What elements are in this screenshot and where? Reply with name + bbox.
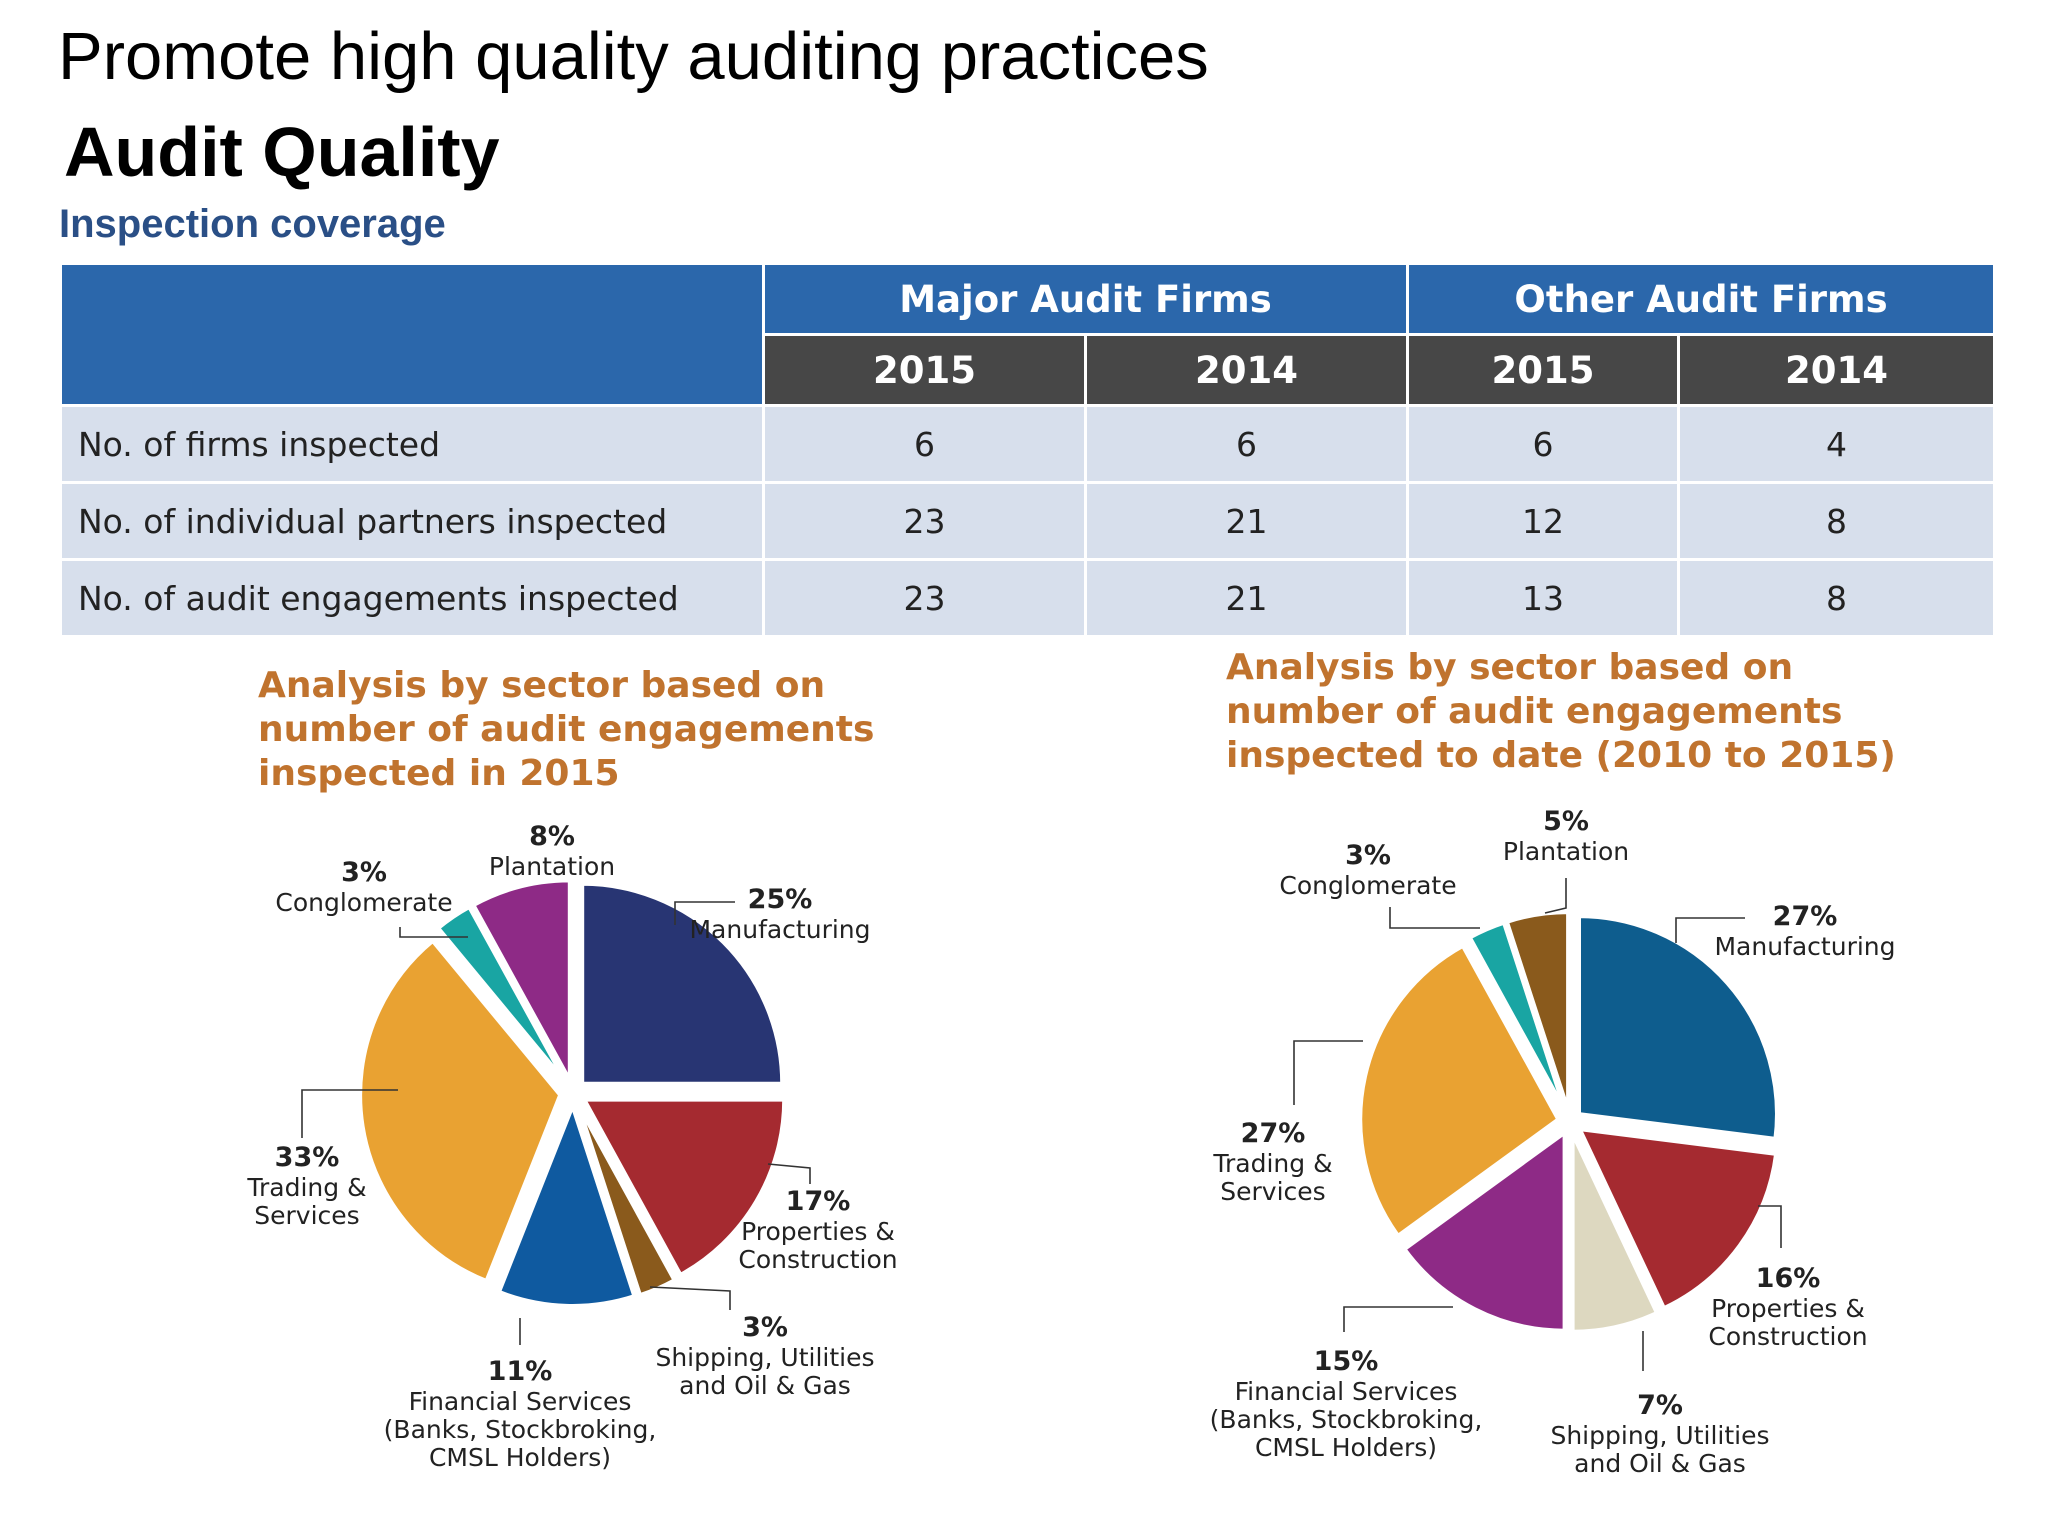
inspection-coverage-table: Major Audit Firms Other Audit Firms 2015… <box>59 262 1997 638</box>
slice-category-label: Shipping, Utilities <box>1550 1421 1769 1450</box>
table-cell: 21 <box>1083 481 1410 561</box>
slice-percent-label: 25% <box>748 884 813 915</box>
table-year-row: 2015 2014 2015 2014 <box>61 333 1997 407</box>
page-title: Promote high quality auditing practices <box>58 19 1209 94</box>
pie-slice <box>1576 1126 1779 1311</box>
slice-category-label: Plantation <box>489 852 615 881</box>
table-cell: 12 <box>1406 481 1681 561</box>
slice-category-label: Services <box>254 1201 359 1230</box>
leader-line <box>399 927 468 938</box>
table-cell: 23 <box>762 558 1087 638</box>
table-cell: 6 <box>1406 404 1681 484</box>
table-cell: 4 <box>1677 404 1997 484</box>
column-header: 2014 <box>1083 333 1410 407</box>
slice-category-label: CMSL Holders) <box>1255 1433 1437 1462</box>
table-cell: 8 <box>1677 481 1997 561</box>
slice-percent-label: 3% <box>1345 840 1391 871</box>
column-header: 2015 <box>762 333 1087 407</box>
slice-percent-label: 3% <box>341 857 387 888</box>
slice-percent-label: 33% <box>275 1142 340 1173</box>
slice-category-label: (Banks, Stockbroking, <box>384 1415 657 1444</box>
leader-line <box>767 1163 811 1184</box>
slice-percent-label: 5% <box>1543 806 1589 837</box>
slice-category-label: Manufacturing <box>689 915 870 944</box>
table-corner-cell <box>59 262 765 407</box>
column-header: 2015 <box>1406 333 1681 407</box>
table-header-row: Major Audit Firms Other Audit Firms <box>59 262 1997 407</box>
pie-slice <box>435 904 568 1084</box>
pie-slice <box>470 878 572 1082</box>
slice-percent-label: 3% <box>742 1312 788 1343</box>
slice-percent-label: 16% <box>1756 1263 1821 1294</box>
slice-percent-label: 27% <box>1241 1118 1306 1149</box>
table-cell: 13 <box>1406 558 1681 638</box>
page-subtitle: Audit Quality <box>64 113 500 191</box>
table-cell: 23 <box>762 481 1087 561</box>
table-row: No. of audit engagements inspected 23 21… <box>59 558 1997 638</box>
slice-category-label: and Oil & Gas <box>679 1371 851 1400</box>
leader-line <box>1544 878 1567 914</box>
pie-slice <box>576 1103 678 1298</box>
slice-category-label: Construction <box>1708 1322 1867 1351</box>
leader-line <box>674 901 735 925</box>
pie-slice <box>1467 920 1568 1112</box>
slice-percent-label: 8% <box>529 821 575 852</box>
pie-slice <box>1577 914 1779 1142</box>
pie-slice <box>580 881 785 1086</box>
slice-category-label: Properties & <box>741 1217 895 1246</box>
slice-category-label: and Oil & Gas <box>1574 1449 1746 1478</box>
row-label: No. of firms inspected <box>59 404 765 484</box>
leader-line <box>1343 1306 1453 1332</box>
slice-category-label: Services <box>1220 1177 1325 1206</box>
slice-category-label: Trading & <box>1212 1149 1332 1178</box>
leader-line <box>1758 1205 1782 1248</box>
table-cell: 6 <box>1083 404 1410 484</box>
slice-percent-label: 15% <box>1314 1346 1379 1377</box>
slice-category-label: (Banks, Stockbroking, <box>1210 1405 1483 1434</box>
leader-line <box>301 1089 398 1138</box>
slice-category-label: Construction <box>738 1245 897 1274</box>
table-cell: 8 <box>1677 558 1997 638</box>
pie-slice <box>580 1097 787 1278</box>
table-row: No. of individual partners inspected 23 … <box>59 481 1997 561</box>
slice-percent-label: 11% <box>488 1356 553 1387</box>
column-header: 2014 <box>1677 333 1997 407</box>
slice-category-label: CMSL Holders) <box>429 1443 611 1472</box>
pie-2015-title: Analysis by sector based on number of au… <box>258 665 875 794</box>
table-row: No. of firms inspected 6 6 6 4 <box>59 404 1997 484</box>
pie-slice <box>358 938 563 1284</box>
leader-line <box>1675 917 1745 943</box>
slice-percent-label: 17% <box>786 1186 851 1217</box>
leader-line <box>1389 907 1480 929</box>
row-label: No. of individual partners inspected <box>59 481 765 561</box>
table-cell: 6 <box>762 404 1087 484</box>
slice-category-label: Trading & <box>246 1173 366 1202</box>
pie-slice <box>1358 943 1561 1239</box>
slice-percent-label: 27% <box>1773 901 1838 932</box>
slice-category-label: Manufacturing <box>1714 932 1895 961</box>
pie-slice <box>1570 1132 1660 1334</box>
slice-category-label: Properties & <box>1711 1294 1865 1323</box>
slice-category-label: Plantation <box>1503 837 1629 866</box>
slice-category-label: Conglomerate <box>1279 871 1456 900</box>
slice-category-label: Financial Services <box>1235 1377 1458 1406</box>
column-group-header: Other Audit Firms <box>1406 262 1997 336</box>
slice-category-label: Shipping, Utilities <box>655 1343 874 1372</box>
table-cell: 21 <box>1083 558 1410 638</box>
slice-category-label: Conglomerate <box>275 888 452 917</box>
slice-category-label: Financial Services <box>409 1387 632 1416</box>
leader-line <box>1293 1040 1363 1105</box>
leader-line <box>649 1286 731 1310</box>
pie-cumulative-title: Analysis by sector based on number of au… <box>1226 647 1896 776</box>
column-group-header: Major Audit Firms <box>761 262 1410 336</box>
slice-percent-label: 7% <box>1637 1390 1683 1421</box>
row-label: No. of audit engagements inspected <box>59 558 765 638</box>
pie-slice <box>496 1100 637 1308</box>
pie-slice <box>1504 910 1571 1111</box>
pie-slice <box>1401 1128 1567 1333</box>
section-title: Inspection coverage <box>59 202 446 246</box>
